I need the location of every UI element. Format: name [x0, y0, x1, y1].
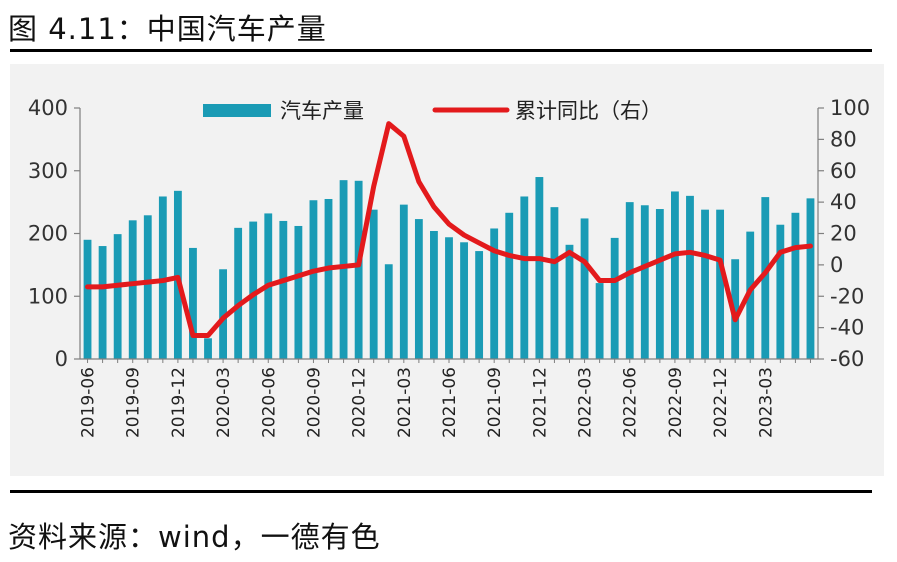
bar-2021-06: [445, 237, 453, 359]
x-tick-label: 2020-12: [350, 367, 370, 438]
source-rule: [10, 490, 872, 493]
chart-area: 0 100 200 300 400 -60 -40 -20 0 20 40 60 80 100 2019-0…: [10, 64, 884, 476]
bar-2020-05: [249, 221, 258, 359]
x-tick-label: 2022-03: [576, 367, 596, 438]
x-tick-label: 2020-06: [259, 367, 279, 438]
bar-2023-01: [731, 259, 740, 359]
x-tick-label: 2021-09: [485, 367, 505, 438]
bar-2019-06: [83, 239, 92, 359]
bar-2023-06: [806, 198, 815, 359]
bar-2021-11: [520, 196, 529, 359]
y-right-tick-label: -20: [830, 284, 864, 308]
y-right-tick-label: 100: [830, 96, 870, 120]
x-tick-label: 2019-09: [124, 367, 144, 438]
bar-2020-02: [204, 338, 212, 359]
figure-title: 图 4.11：中国汽车产量: [8, 12, 327, 46]
x-tick-label: 2019-06: [79, 367, 99, 438]
bar-2021-01: [369, 209, 378, 359]
y-right-tick-label: 20: [830, 222, 857, 246]
bar-2023-04: [776, 224, 785, 359]
bar-2019-08: [113, 234, 122, 359]
x-tick-label: 2022-12: [711, 367, 731, 438]
bar-series-group: [83, 177, 815, 360]
x-tick-label: 2021-03: [395, 367, 415, 438]
bar-2022-08: [655, 209, 664, 359]
x-tick-label: 2023-03: [756, 367, 776, 438]
y-right-tick-label: 40: [830, 190, 857, 214]
x-tick-label: 2022-06: [621, 367, 641, 438]
bar-2022-07: [640, 205, 649, 359]
bar-2022-05: [610, 237, 619, 359]
bar-2021-04: [414, 219, 423, 359]
bar-2020-03: [219, 269, 227, 359]
bar-2019-12: [173, 190, 182, 359]
bar-2021-02: [384, 264, 393, 359]
axes-group: 0 100 200 300 400 -60 -40 -20 0 20 40 60 80 100 2019-0…: [28, 96, 870, 438]
x-tick-label: 2019-12: [169, 367, 189, 438]
y-right-tick-label: -60: [830, 347, 864, 371]
y-right-tick-label: 0: [830, 253, 843, 277]
bar-2019-11: [158, 196, 167, 359]
bar-2019-07: [98, 246, 107, 359]
bar-2020-04: [234, 227, 243, 359]
source-note: 资料来源：wind，一德有色: [8, 520, 381, 554]
bar-2019-09: [128, 220, 137, 359]
bar-2021-10: [505, 212, 514, 359]
y-right-tick-label: 80: [830, 127, 857, 151]
bar-2022-10: [686, 195, 694, 359]
bar-2021-12: [535, 177, 544, 359]
bar-2019-10: [143, 215, 152, 359]
x-tick-label: 2021-06: [440, 367, 460, 438]
x-tick-label: 2022-09: [666, 367, 686, 438]
y-left-tick-label: 200: [28, 222, 68, 246]
title-rule: [10, 49, 872, 52]
x-tick-label: 2021-12: [530, 367, 550, 438]
bar-2021-03: [399, 204, 408, 359]
x-tick-label: 2020-09: [304, 367, 324, 438]
bar-2022-06: [625, 202, 634, 360]
legend-bar-label: 汽车产量: [280, 99, 364, 123]
y-left-tick-label: 100: [28, 284, 68, 308]
y-right-tick-label: -40: [830, 316, 864, 340]
bar-2020-07: [279, 220, 288, 359]
y-left-tick-label: 400: [28, 96, 68, 120]
bar-2022-09: [671, 191, 679, 359]
bar-2022-02: [565, 244, 574, 359]
x-tick-label: 2020-03: [214, 367, 234, 438]
bar-2020-08: [294, 225, 303, 359]
production-chart: 0 100 200 300 400 -60 -40 -20 0 20 40 60 80 100 2019-0…: [28, 96, 870, 438]
bar-2022-12: [716, 209, 725, 359]
bar-2021-05: [430, 230, 438, 359]
line-series-group: [85, 121, 813, 338]
bar-2020-09: [309, 200, 318, 359]
bar-2021-08: [475, 251, 484, 359]
y-right-tick-label: 60: [830, 159, 857, 183]
bar-2022-03: [580, 218, 589, 359]
bar-2021-07: [460, 242, 468, 359]
bar-2023-05: [791, 212, 800, 359]
bar-2023-03: [761, 197, 770, 359]
bar-2021-09: [490, 228, 499, 359]
bar-2020-12: [354, 180, 363, 359]
bar-2020-11: [339, 180, 348, 359]
bar-2022-04: [595, 283, 604, 359]
legend-line-label: 累计同比（右）: [515, 99, 662, 123]
bar-2022-01: [550, 207, 559, 359]
y-left-tick-label: 0: [55, 347, 68, 371]
legend-bar-swatch: [203, 104, 271, 117]
bar-2020-10: [324, 198, 333, 359]
bar-2020-01: [189, 247, 197, 359]
legend: 汽车产量 累计同比（右）: [203, 99, 662, 123]
bar-2022-11: [701, 209, 709, 359]
y-left-tick-label: 300: [28, 159, 68, 183]
